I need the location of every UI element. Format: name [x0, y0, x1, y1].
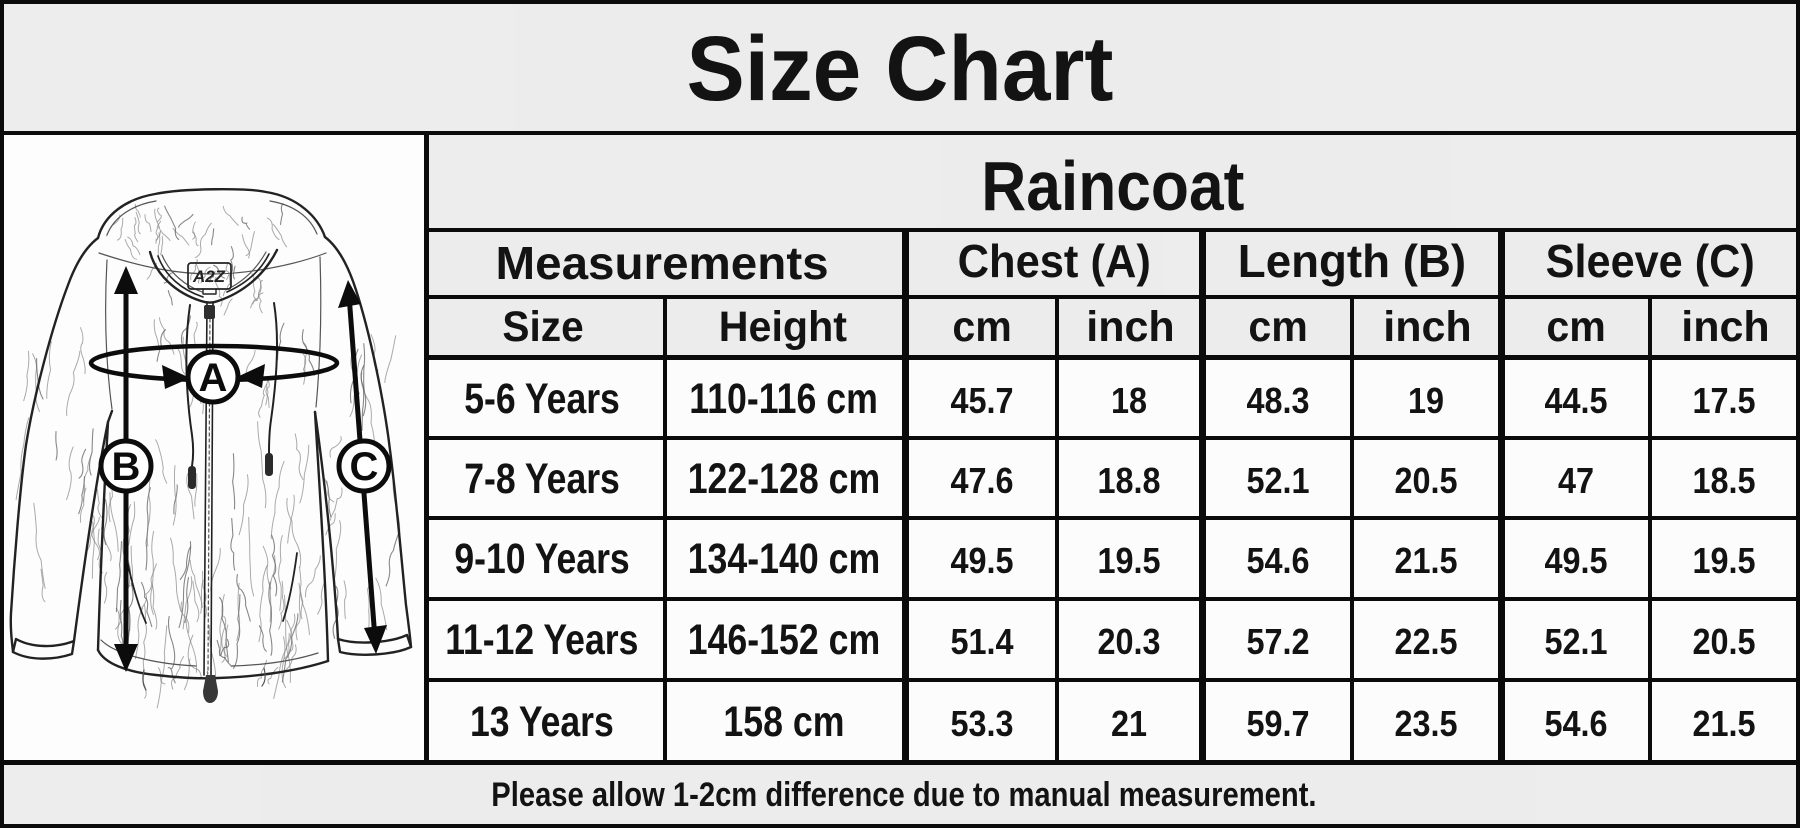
svg-text:A: A	[199, 356, 228, 400]
svg-text:C: C	[350, 445, 379, 489]
svg-text:B: B	[112, 445, 141, 489]
svg-text:A2Z: A2Z	[192, 267, 226, 286]
